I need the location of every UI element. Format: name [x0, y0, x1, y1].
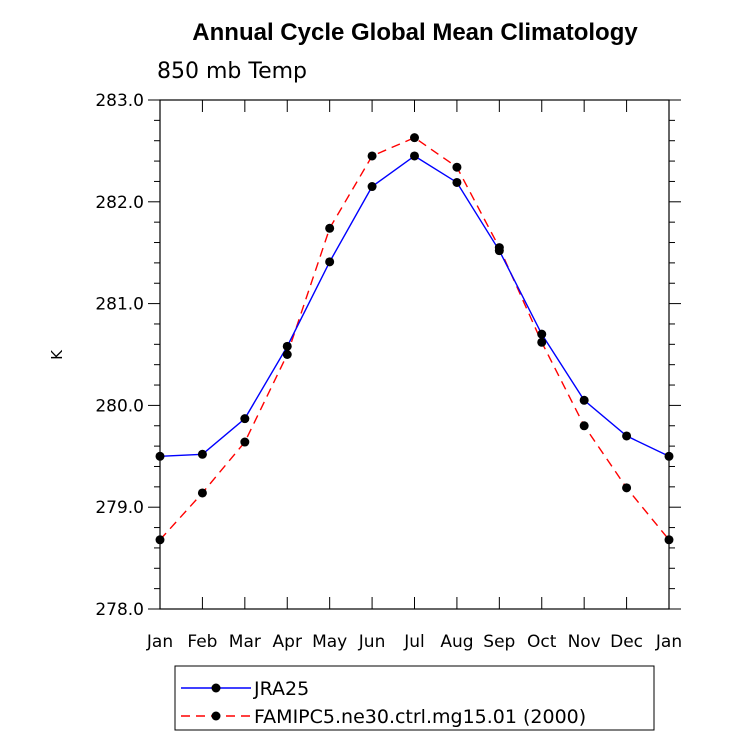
data-point — [367, 182, 377, 192]
chart-subtitle: 850 mb Temp — [157, 59, 307, 84]
x-tick-label: Mar — [229, 632, 261, 652]
data-point — [410, 151, 419, 161]
data-point — [240, 414, 250, 424]
data-point — [579, 395, 589, 405]
data-point — [622, 483, 632, 493]
legend-marker — [211, 683, 221, 693]
x-tick-label: Jul — [403, 632, 425, 652]
x-tick-label: Feb — [187, 632, 217, 652]
x-tick-label: May — [312, 632, 347, 652]
x-tick-label: Sep — [483, 632, 515, 652]
legend-entry: JRA25 — [253, 678, 309, 700]
data-point — [197, 488, 207, 498]
chart-title: Annual Cycle Global Mean Climatology — [192, 19, 638, 46]
data-point — [452, 162, 462, 172]
x-tick-labels: Jan Feb Mar Apr May Jun Jul Aug Sep Oct Nov Dec Jan — [146, 632, 682, 652]
x-tick-label: Jun — [358, 632, 386, 652]
y-tick-label: 280.0 — [95, 396, 144, 416]
y-tick-labels: 278.0 279.0 280.0 281.0 282.0 283.0 — [95, 91, 144, 620]
data-point — [282, 341, 292, 351]
x-tick-label: Dec — [610, 632, 643, 652]
series-layer — [155, 133, 674, 545]
data-point — [325, 223, 335, 233]
data-point — [240, 437, 250, 447]
legend-box — [174, 665, 655, 731]
axis-ticks — [148, 99, 681, 610]
y-axis-label: K — [48, 349, 66, 360]
data-point — [452, 177, 462, 187]
x-tick-label: Oct — [527, 632, 557, 652]
data-point — [410, 133, 419, 143]
y-tick-label: 282.0 — [95, 193, 144, 213]
legend: JRA25 FAMIPC5.ne30.ctrl.mg15.01 (2000) — [174, 665, 655, 731]
data-point — [579, 421, 589, 431]
legend-marker — [211, 711, 221, 721]
data-point — [282, 350, 292, 359]
plot-frame — [159, 99, 670, 610]
data-point — [367, 151, 377, 161]
legend-entry: FAMIPC5.ne30.ctrl.mg15.01 (2000) — [254, 706, 586, 728]
data-point — [197, 449, 207, 459]
legend-items: JRA25 FAMIPC5.ne30.ctrl.mg15.01 (2000) — [181, 678, 586, 728]
y-tick-label: 281.0 — [95, 295, 144, 315]
x-tick-label: Aug — [440, 632, 473, 652]
series-line — [159, 136, 670, 541]
x-tick-label: Nov — [568, 632, 601, 652]
data-point — [325, 257, 335, 267]
x-tick-label: Jan — [655, 632, 682, 652]
data-point — [537, 329, 547, 339]
y-tick-label: 278.0 — [95, 600, 144, 620]
data-point — [537, 337, 547, 347]
data-point — [622, 431, 632, 441]
y-tick-label: 279.0 — [95, 498, 144, 518]
data-point — [494, 243, 504, 253]
x-tick-label: Jan — [146, 632, 173, 652]
series-line — [159, 155, 670, 457]
y-tick-label: 283.0 — [95, 91, 144, 111]
x-tick-label: Apr — [273, 632, 302, 652]
